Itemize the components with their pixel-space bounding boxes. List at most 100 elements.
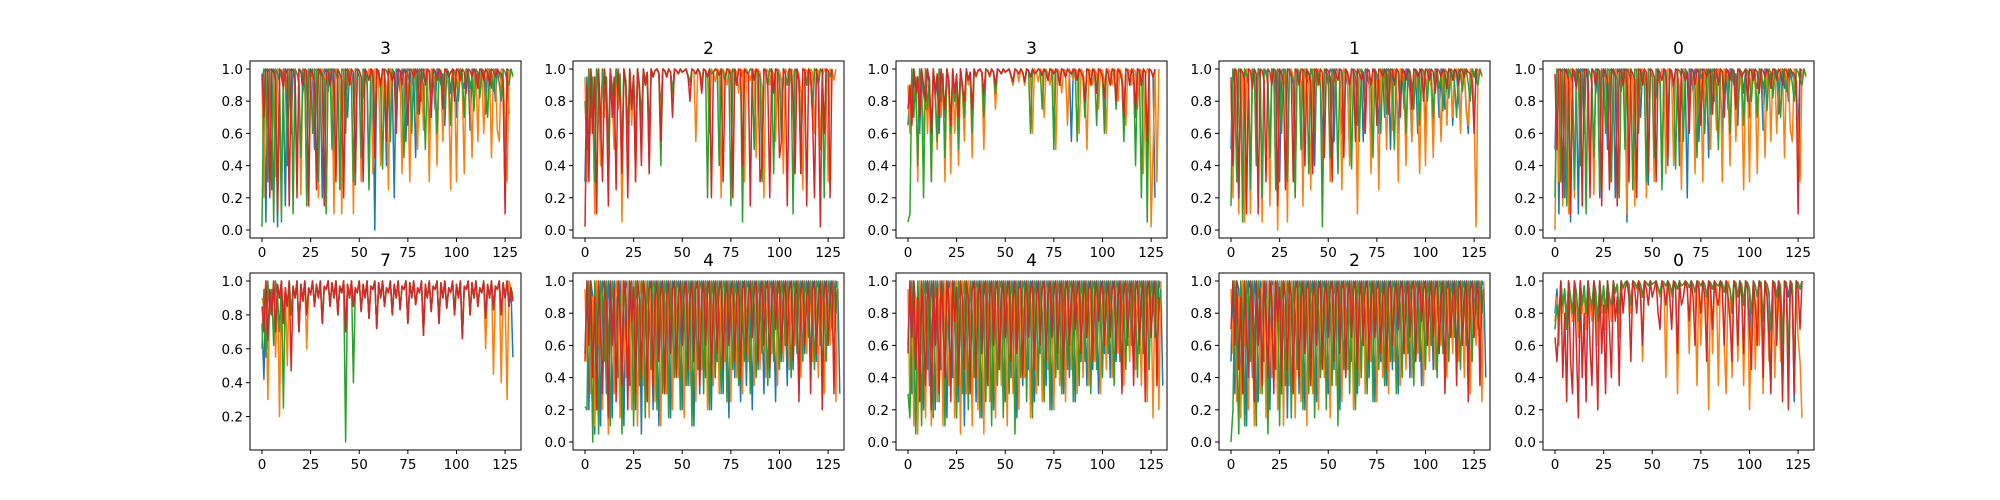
x-tick-label: 50 (351, 457, 368, 473)
x-tick-label: 50 (674, 245, 691, 261)
x-tick-label: 0 (258, 457, 267, 473)
y-tick-label: 0.2 (1515, 191, 1536, 207)
subplot-7: 4 0 25 50 75 100 125 0.0 0.2 0.4 0.6 0.8 1.0 (868, 251, 1168, 473)
y-tick-label: 0.0 (545, 223, 566, 239)
axes-frame (895, 272, 1168, 451)
subplot-4: 0 0 25 50 75 100 125 0.0 0.2 0.4 0.6 0.8 1.0 (1515, 39, 1815, 261)
y-tick-label: 0.6 (545, 338, 566, 354)
subplot-title: 2 (1349, 251, 1360, 271)
x-tick-label: 100 (1737, 245, 1763, 261)
axes-frame (249, 60, 522, 239)
subplot-title: 4 (1026, 251, 1037, 271)
subplot-title: 1 (1349, 39, 1360, 59)
line-series-3 (584, 280, 837, 419)
line-series-3 (1230, 280, 1483, 403)
y-tick-label: 1.0 (1515, 62, 1536, 78)
x-tick-label: 100 (1090, 245, 1116, 261)
x-tick-label: 50 (1644, 245, 1661, 261)
y-tick-label: 1.0 (222, 274, 243, 290)
x-tick-label: 0 (1227, 457, 1236, 473)
subplot-5: 7 0 25 50 75 100 125 0.2 0.4 0.6 0.8 1.0 (222, 251, 522, 473)
x-tick-label: 50 (1320, 245, 1337, 261)
axes-frame (572, 272, 845, 451)
y-tick-label: 0.4 (868, 159, 889, 175)
line-series-2 (1554, 68, 1807, 215)
subplot-6: 4 0 25 50 75 100 125 0.0 0.2 0.4 0.6 0.8 1.0 (545, 251, 845, 473)
axes-frame (1542, 60, 1815, 239)
y-tick-label: 1.0 (1515, 274, 1536, 290)
y-tick-label: 0.8 (545, 306, 566, 322)
y-tick-label: 0.2 (1191, 403, 1212, 419)
y-tick-label: 0.6 (868, 338, 889, 354)
x-tick-label: 75 (399, 245, 416, 261)
x-tick-label: 125 (1785, 245, 1811, 261)
x-tick-label: 100 (444, 245, 470, 261)
x-tick-label: 0 (1551, 245, 1560, 261)
line-series-3 (1554, 280, 1803, 419)
x-tick-label: 25 (302, 457, 319, 473)
x-tick-label: 50 (674, 457, 691, 473)
axes-frame (1218, 60, 1491, 239)
line-series-2 (261, 68, 514, 227)
x-tick-label: 75 (1692, 457, 1709, 473)
x-tick-label: 100 (1413, 457, 1439, 473)
x-tick-label: 0 (1551, 457, 1560, 473)
subplot-8: 2 0 25 50 75 100 125 0.0 0.2 0.4 0.6 0.8 1.0 (1191, 251, 1491, 473)
line-series-3 (261, 280, 514, 372)
subplot-9: 0 0 25 50 75 100 125 0.0 0.2 0.4 0.6 0.8 1.0 (1515, 251, 1815, 473)
x-tick-label: 25 (302, 245, 319, 261)
y-tick-label: 0.8 (868, 94, 889, 110)
x-tick-label: 125 (1461, 245, 1487, 261)
subplot-3: 1 0 25 50 75 100 125 0.0 0.2 0.4 0.6 0.8 1.0 (1191, 39, 1491, 261)
line-series-3 (261, 68, 510, 215)
y-tick-label: 0.0 (1515, 223, 1536, 239)
y-tick-label: 0.8 (868, 306, 889, 322)
x-tick-label: 0 (904, 245, 913, 261)
subplot-title: 4 (703, 251, 714, 271)
x-tick-label: 125 (815, 245, 841, 261)
y-tick-label: 0.4 (222, 376, 243, 392)
x-tick-label: 75 (1692, 245, 1709, 261)
x-tick-label: 100 (1090, 457, 1116, 473)
x-tick-label: 0 (1227, 245, 1236, 261)
x-tick-label: 125 (1785, 457, 1811, 473)
y-tick-label: 0.2 (1191, 191, 1212, 207)
x-tick-label: 125 (492, 457, 518, 473)
x-tick-label: 0 (258, 245, 267, 261)
y-tick-label: 0.8 (1515, 94, 1536, 110)
axes-frame (895, 60, 1168, 239)
y-tick-label: 0.2 (222, 191, 243, 207)
x-tick-label: 125 (815, 457, 841, 473)
y-tick-label: 0.4 (545, 371, 566, 387)
axes-frame (572, 60, 845, 239)
y-tick-label: 0.4 (545, 159, 566, 175)
x-tick-label: 100 (444, 457, 470, 473)
y-tick-label: 0.6 (222, 342, 243, 358)
subplot-title: 7 (380, 251, 391, 271)
x-tick-label: 50 (1320, 457, 1337, 473)
subplot-title: 0 (1673, 39, 1684, 59)
x-tick-label: 125 (1461, 457, 1487, 473)
x-tick-label: 125 (1138, 457, 1164, 473)
line-series-3 (907, 280, 1160, 411)
y-tick-label: 0.6 (1191, 338, 1212, 354)
y-tick-label: 0.8 (1515, 306, 1536, 322)
y-tick-label: 0.6 (222, 126, 243, 142)
x-tick-label: 50 (1644, 457, 1661, 473)
y-tick-label: 0.0 (222, 223, 243, 239)
y-tick-label: 0.0 (1515, 435, 1536, 451)
x-tick-label: 100 (1413, 245, 1439, 261)
x-tick-label: 25 (948, 457, 965, 473)
line-series-2 (1554, 280, 1803, 387)
x-tick-label: 50 (997, 245, 1014, 261)
y-tick-label: 0.0 (868, 435, 889, 451)
y-tick-label: 0.2 (545, 191, 566, 207)
subplot-title: 3 (380, 39, 391, 59)
subplot-1: 2 0 25 50 75 100 125 0.0 0.2 0.4 0.6 0.8 1.0 (545, 39, 845, 261)
x-tick-label: 0 (581, 457, 590, 473)
x-tick-label: 0 (904, 457, 913, 473)
x-tick-label: 75 (1045, 245, 1062, 261)
y-tick-label: 0.8 (1191, 94, 1212, 110)
x-tick-label: 50 (351, 245, 368, 261)
